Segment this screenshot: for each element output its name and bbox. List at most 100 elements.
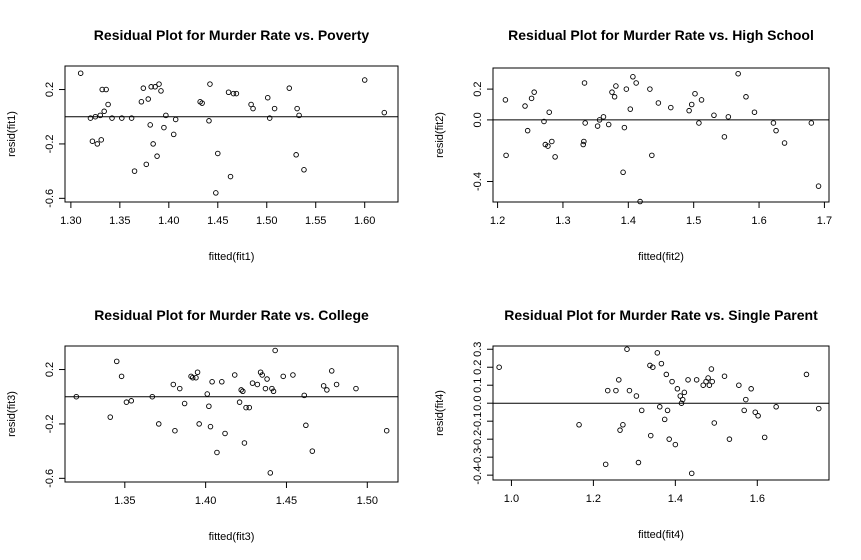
y-axis-label: resid(fit2) <box>434 112 446 158</box>
residual-point <box>128 398 135 404</box>
y-tick-label: -0.6 <box>44 189 56 208</box>
panel-title: Residual Plot for Murder Rate vs. High S… <box>508 27 814 43</box>
plot-frame <box>64 65 399 203</box>
residual-point <box>98 137 104 143</box>
residual-point <box>580 141 586 148</box>
residual-point <box>700 382 706 388</box>
residual-point <box>193 374 199 381</box>
residual-point <box>199 100 205 106</box>
residual-point <box>188 373 194 380</box>
residual-point <box>119 115 125 121</box>
x-tick-label: 1.0 <box>504 493 519 505</box>
x-tick-label: 1.2 <box>586 493 601 505</box>
panel-1: Residual Plot for Murder Rate vs. Povert… <box>6 27 399 263</box>
residual-point <box>721 134 728 140</box>
residual-point <box>138 99 145 105</box>
residual-point <box>231 372 238 378</box>
residual-point <box>638 407 645 414</box>
residual-point <box>172 427 178 434</box>
residual-point <box>503 152 509 159</box>
panel-3: Residual Plot for Murder Rate vs. Colleg… <box>6 307 399 543</box>
plot-frame <box>64 345 399 483</box>
y-tick-label: 0.1 <box>472 378 484 393</box>
residual-point <box>633 80 639 86</box>
residual-point <box>613 387 619 394</box>
x-tick-label: 1.35 <box>109 215 130 227</box>
residual-point <box>267 470 274 476</box>
y-tick-label: -0.2 <box>44 134 56 153</box>
residual-point <box>751 109 758 115</box>
residual-point <box>736 382 742 388</box>
residual-point <box>627 106 634 112</box>
residual-point <box>650 364 656 370</box>
residual-point <box>621 124 628 131</box>
residual-point <box>672 441 679 448</box>
residual-point <box>156 81 162 87</box>
x-tick-label: 1.60 <box>354 215 375 227</box>
residual-point <box>648 432 654 439</box>
residual-point <box>626 387 633 394</box>
y-tick-label: -0.4 <box>472 172 484 191</box>
residual-point <box>496 364 502 370</box>
residual-point <box>101 108 107 115</box>
residual-point <box>709 378 715 385</box>
panel-2: Residual Plot for Murder Rate vs. High S… <box>434 27 832 263</box>
residual-point <box>657 404 663 410</box>
y-tick-label: -0.6 <box>44 469 56 488</box>
y-tick-label: -0.4 <box>472 466 484 485</box>
residual-point <box>243 404 249 411</box>
residual-point <box>679 396 686 403</box>
residual-point <box>381 109 388 116</box>
y-tick-label: -0.2 <box>472 430 484 449</box>
residual-point <box>204 391 211 397</box>
residual-point <box>172 116 179 123</box>
residual-point <box>105 101 111 108</box>
residual-point <box>259 372 265 378</box>
residual-point <box>170 381 177 388</box>
residual-point <box>290 372 296 378</box>
residual-point <box>755 413 761 419</box>
residual-point <box>726 436 733 442</box>
residual-point <box>236 399 243 405</box>
residual-point <box>658 360 665 367</box>
residual-point <box>647 86 653 92</box>
residual-point <box>140 85 147 91</box>
residual-point <box>257 369 264 375</box>
residual-point <box>99 86 105 93</box>
residual-point <box>131 168 138 174</box>
residual-point <box>264 94 271 101</box>
plot-frame <box>492 67 830 203</box>
residual-point <box>654 350 661 356</box>
residual-point <box>150 141 156 147</box>
panels: Residual Plot for Murder Rate vs. Povert… <box>6 27 832 543</box>
x-tick-label: 1.50 <box>357 495 378 507</box>
residual-point <box>92 113 99 120</box>
residual-point <box>271 105 278 112</box>
y-tick-label: -0.2 <box>44 414 56 433</box>
x-tick-label: 1.2 <box>490 215 505 227</box>
residual-point <box>522 103 528 109</box>
residual-point <box>158 88 164 94</box>
x-axis-label: fitted(fit2) <box>638 251 684 263</box>
residual-point <box>661 416 668 423</box>
residual-point <box>502 97 509 103</box>
residual-point <box>711 420 718 426</box>
residual-point <box>94 141 101 147</box>
residual-point <box>617 427 623 433</box>
residual-point <box>803 371 810 378</box>
residual-point <box>109 115 115 121</box>
residual-point <box>781 140 788 146</box>
residual-point <box>87 115 94 121</box>
x-tick-label: 1.4 <box>621 215 636 227</box>
residual-point <box>118 373 125 380</box>
residual-point <box>674 386 681 392</box>
residual-point <box>635 459 642 466</box>
residual-point <box>770 120 777 126</box>
residual-point <box>581 138 587 145</box>
residual-point <box>143 161 150 168</box>
residual-point <box>222 430 228 437</box>
residual-point <box>623 86 630 92</box>
residual-point <box>170 131 177 138</box>
